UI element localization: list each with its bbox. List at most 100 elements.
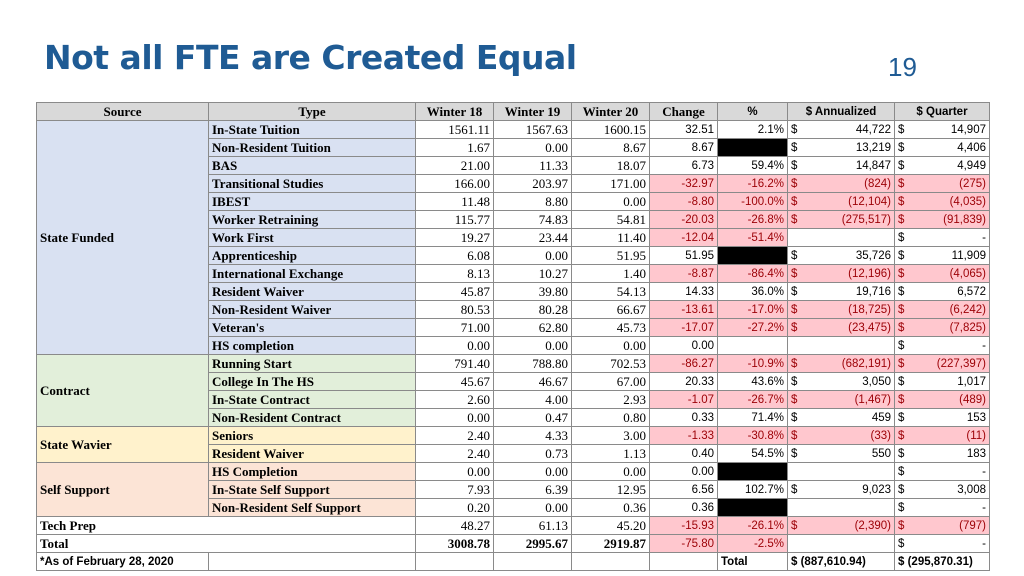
empty-cell (415, 552, 494, 571)
annualized-cell (787, 462, 895, 481)
winter-18-cell: 8.13 (415, 264, 494, 283)
winter-18-cell: 6.08 (415, 246, 494, 265)
total-label: Total (36, 534, 416, 553)
percent-cell: -17.0% (717, 300, 788, 319)
quarter-cell-value: 6,572 (957, 285, 986, 298)
annualized-cell-value: 459 (871, 411, 891, 424)
type-cell: Worker Retraining (208, 210, 416, 229)
percent-cell: 59.4% (717, 156, 788, 175)
quarter-cell: $183 (894, 444, 990, 463)
winter-19-cell: 788.80 (493, 354, 572, 373)
quarter-cell: $14,907 (894, 120, 990, 139)
source-cell: State Wavier (36, 426, 209, 463)
annualized-cell-value: (1,467) (854, 393, 891, 406)
quarter-cell-value: (227,397) (936, 357, 986, 370)
table-row: Non-Resident Contract 0.00 0.47 0.80 0.33 71.… (37, 408, 990, 427)
percent-cell (717, 498, 788, 517)
winter-18-cell: 2.40 (415, 426, 494, 445)
quarter-cell: $1,017 (894, 372, 990, 391)
change-cell: 20.33 (649, 372, 718, 391)
quarter-cell: $4,406 (894, 138, 990, 157)
change-cell: 6.56 (649, 480, 718, 499)
quarter-cell: $ (4,065) (894, 264, 990, 283)
annualized-cell-value: (23,475) (848, 321, 891, 334)
quarter-cell: $ (91,839) (894, 210, 990, 229)
annualized-cell-dollar: $ (791, 213, 798, 226)
winter-18-cell: 166.00 (415, 174, 494, 193)
change-cell: -1.33 (649, 426, 718, 445)
header-quarter: $ Quarter (894, 102, 990, 121)
winter-19-cell: 0.47 (493, 408, 572, 427)
source-cell: Self Support (36, 462, 209, 517)
winter-20-cell: 0.36 (571, 498, 650, 517)
winter-18-cell: 791.40 (415, 354, 494, 373)
annualized-cell-value: 3,050 (862, 375, 891, 388)
winter-19-cell: 23.44 (493, 228, 572, 247)
type-cell: BAS (208, 156, 416, 175)
change-cell: -13.61 (649, 300, 718, 319)
quarter-cell-value: (4,035) (949, 195, 986, 208)
annualized-cell-value: (2,390) (854, 519, 891, 532)
annualized-cell: $ (12,196) (787, 264, 895, 283)
type-cell: Non-Resident Contract (208, 408, 416, 427)
total-percent: -2.5% (717, 534, 788, 553)
winter-19-cell: 39.80 (493, 282, 572, 301)
annualized-cell: $ (824) (787, 174, 895, 193)
footer-total-label: Total (717, 552, 788, 571)
winter-18-cell: 1.67 (415, 138, 494, 157)
annualized-cell-dollar: $ (791, 285, 798, 298)
table-row: Apprenticeship 6.08 0.00 51.95 51.95 $35,726 $… (37, 246, 990, 265)
percent-cell: -51.4% (717, 228, 788, 247)
source-cell: Contract (36, 354, 209, 427)
winter-18-cell: 0.00 (415, 336, 494, 355)
annualized-cell: $ (23,475) (787, 318, 895, 337)
header-source: Source (36, 102, 209, 121)
percent-cell: -86.4% (717, 264, 788, 283)
empty-cell (493, 552, 572, 571)
quarter-cell-value: 153 (966, 411, 986, 424)
quarter-cell-value: (489) (959, 393, 986, 406)
annualized-cell-value: 550 (871, 447, 891, 460)
slide-title: Not all FTE are Created Equal (44, 38, 577, 77)
footer-row: *As of February 28, 2020 Total $ (887,610.… (36, 552, 990, 571)
percent-cell (717, 462, 788, 481)
total-winter-18: 3008.78 (415, 534, 494, 553)
quarter-cell: $ (6,242) (894, 300, 990, 319)
winter-20-cell: 1600.15 (571, 120, 650, 139)
quarter-cell-value: - (982, 501, 986, 514)
table-row: State Funded In-State Tuition 1561.11 1567.… (36, 120, 990, 355)
percent-cell (717, 246, 788, 265)
change-cell: -8.80 (649, 192, 718, 211)
quarter-cell-dollar: $ (898, 393, 905, 406)
winter-18-cell: 2.60 (415, 390, 494, 409)
table-row: College In The HS 45.67 46.67 67.00 20.33 43.… (37, 372, 990, 391)
quarter-cell-value: (4,065) (949, 267, 986, 280)
winter-18-cell: 2.40 (415, 444, 494, 463)
annualized-cell-value: 9,023 (862, 483, 891, 496)
change-cell: -1.07 (649, 390, 718, 409)
quarter-cell-dollar: $ (898, 159, 905, 172)
quarter-cell-value: (797) (959, 519, 986, 532)
winter-18-cell: 0.20 (415, 498, 494, 517)
quarter-cell-dollar: $ (898, 519, 905, 532)
winter-20-cell: 0.00 (571, 192, 650, 211)
type-cell: Non-Resident Self Support (208, 498, 416, 517)
winter-20-cell: 51.95 (571, 246, 650, 265)
quarter-cell: $ (227,397) (894, 354, 990, 373)
table-row: International Exchange 8.13 10.27 1.40 -8.87… (37, 264, 990, 283)
quarter-cell-dollar: $ (898, 249, 905, 262)
change-cell: -17.07 (649, 318, 718, 337)
empty-cell (208, 552, 416, 571)
type-cell: Veteran's (208, 318, 416, 337)
percent-cell: 2.1% (717, 120, 788, 139)
type-cell: Apprenticeship (208, 246, 416, 265)
table-row: Non-Resident Waiver 80.53 80.28 66.67 -13.61… (37, 300, 990, 319)
annualized-cell-dollar: $ (791, 123, 798, 136)
change-cell: -86.27 (649, 354, 718, 373)
quarter-cell-dollar: $ (898, 339, 905, 352)
winter-20-cell: 8.67 (571, 138, 650, 157)
annualized-cell-value: (33) (870, 429, 891, 442)
table-row: Veteran's 71.00 62.80 45.73 -17.07 -27.2% $ (23… (37, 318, 990, 337)
winter-18-cell: 45.67 (415, 372, 494, 391)
type-cell: Resident Waiver (208, 444, 416, 463)
